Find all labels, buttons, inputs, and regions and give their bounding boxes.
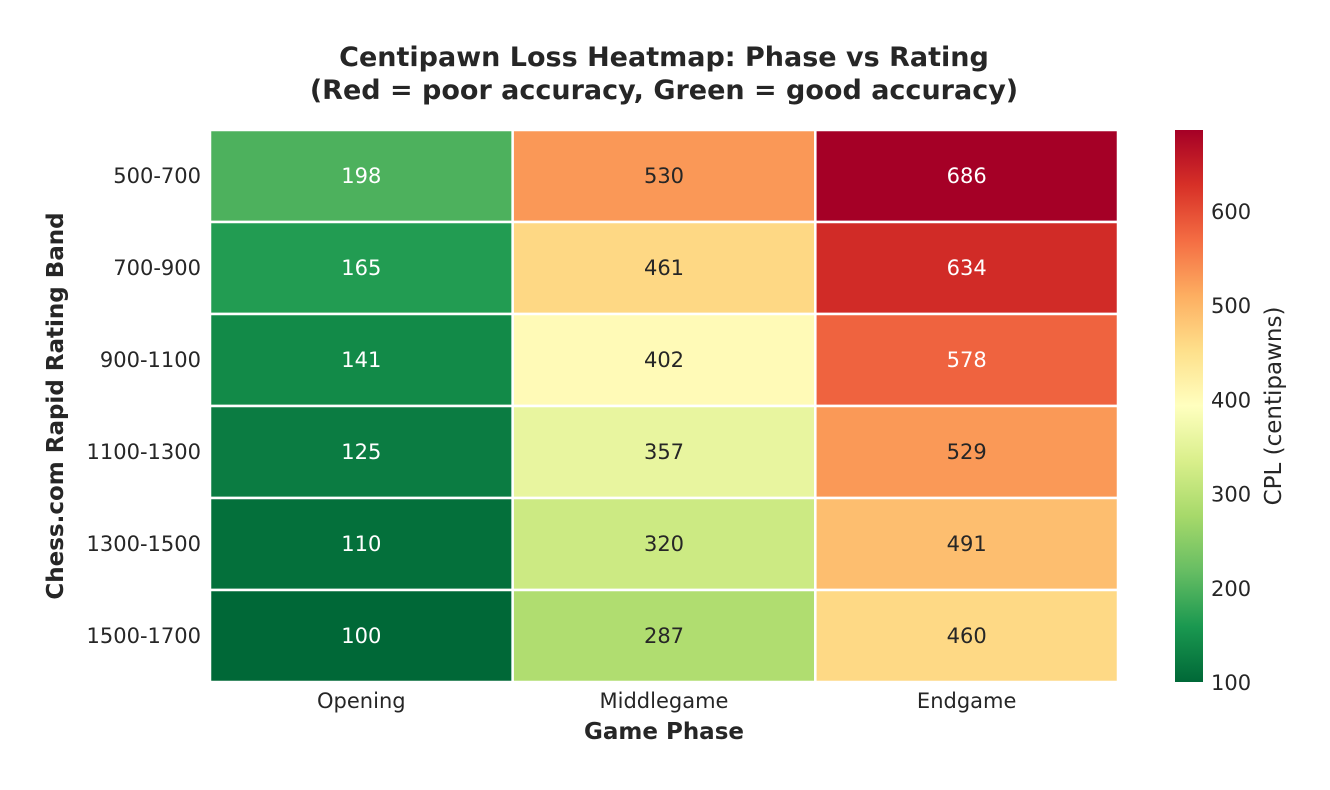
y-tick-label: 500-700 — [113, 164, 201, 188]
x-tick-labels: Opening Middlegame Endgame — [317, 689, 1016, 713]
x-axis-title: Game Phase — [584, 719, 744, 745]
cell-value-label: 634 — [947, 256, 987, 280]
y-tick-label: 700-900 — [113, 256, 201, 280]
colorbar: 100 200 300 400 500 600 — [1175, 130, 1251, 695]
y-tick-label: 900-1100 — [100, 348, 201, 372]
colorbar-gradient — [1175, 130, 1203, 682]
cell-value-label: 100 — [341, 624, 381, 648]
cell-value-label: 578 — [947, 348, 987, 372]
chart-title-line-2: (Red = poor accuracy, Green = good accur… — [310, 75, 1018, 106]
x-tick-label: Endgame — [917, 689, 1016, 713]
y-tick-label: 1100-1300 — [87, 440, 201, 464]
cell-value-label: 198 — [341, 164, 381, 188]
chart-title-line-1: Centipawn Loss Heatmap: Phase vs Rating — [339, 42, 989, 73]
cell-value-label: 320 — [644, 532, 684, 556]
heatmap-cell — [511, 312, 817, 408]
heatmap-cell — [511, 588, 817, 684]
heatmap-cell — [814, 128, 1120, 224]
y-tick-labels: 500-700 700-900 900-1100 1100-1300 1300-1500… — [87, 164, 201, 648]
cell-value-label: 686 — [947, 164, 987, 188]
colorbar-title: CPL (centipawns) — [1261, 307, 1287, 506]
cell-value-label: 402 — [644, 348, 684, 372]
y-axis-title: Chess.com Rapid Rating Band — [43, 212, 69, 599]
cell-value-label: 460 — [947, 624, 987, 648]
y-tick-label: 1500-1700 — [87, 624, 201, 648]
heatmap-cell — [208, 128, 514, 224]
heatmap-cells: 198 530 686 165 461 634 141 402 578 125 357 529 110 3… — [208, 128, 1120, 684]
x-tick-label: Opening — [317, 689, 406, 713]
heatmap-cell — [208, 404, 514, 500]
colorbar-tick-label: 400 — [1211, 388, 1251, 412]
heatmap-cell — [814, 588, 1120, 684]
colorbar-tick-label: 500 — [1211, 294, 1251, 318]
heatmap-cell — [511, 496, 817, 592]
cell-value-label: 461 — [644, 256, 684, 280]
heatmap-cell — [814, 404, 1120, 500]
cell-value-label: 165 — [341, 256, 381, 280]
colorbar-tick-label: 300 — [1211, 483, 1251, 507]
cell-value-label: 357 — [644, 440, 684, 464]
cell-value-label: 110 — [341, 532, 381, 556]
cell-value-label: 287 — [644, 624, 684, 648]
cell-value-label: 491 — [947, 532, 987, 556]
colorbar-tick-label: 600 — [1211, 200, 1251, 224]
heatmap-cell — [814, 220, 1120, 316]
y-tick-label: 1300-1500 — [87, 532, 201, 556]
cell-value-label: 529 — [947, 440, 987, 464]
colorbar-tick-label: 200 — [1211, 577, 1251, 601]
heatmap-cell — [511, 128, 817, 224]
heatmap-cell — [208, 588, 514, 684]
cell-value-label: 530 — [644, 164, 684, 188]
cell-value-label: 141 — [341, 348, 381, 372]
colorbar-tick-label: 100 — [1211, 671, 1251, 695]
x-tick-label: Middlegame — [600, 689, 729, 713]
cell-value-label: 125 — [341, 440, 381, 464]
